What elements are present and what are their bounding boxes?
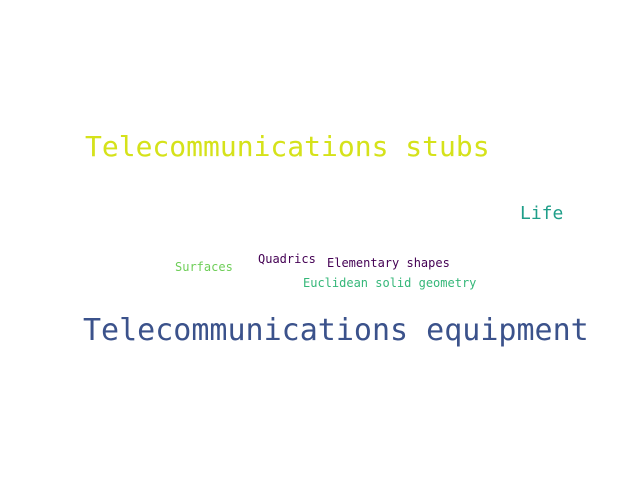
word-telecommunications-stubs: Telecommunications stubs: [85, 130, 490, 163]
word-life: Life: [520, 203, 564, 224]
word-quadrics: Quadrics: [258, 252, 316, 266]
word-surfaces: Surfaces: [175, 260, 233, 274]
word-telecommunications-equipment: Telecommunications equipment: [83, 313, 589, 348]
word-euclidean-solid-geometry: Euclidean solid geometry: [303, 276, 477, 290]
word-elementary-shapes: Elementary shapes: [327, 256, 450, 270]
